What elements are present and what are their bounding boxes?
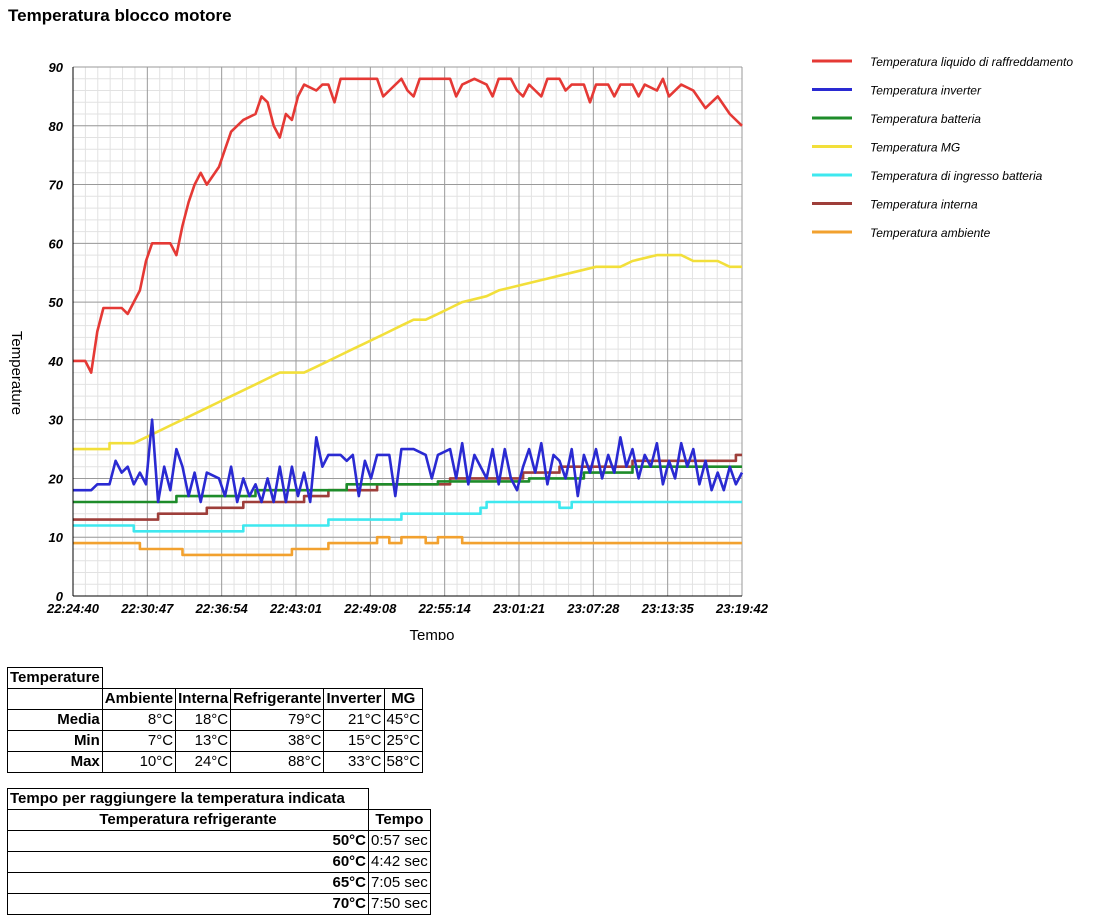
series-line	[73, 77, 743, 374]
row-label: Media	[7, 709, 103, 731]
row-label: Max	[7, 751, 103, 773]
y-tick-label: 50	[49, 295, 64, 310]
x-tick-label: 22:24:40	[46, 601, 100, 616]
table-cell: 88°C	[230, 751, 325, 773]
column-header: Temperatura refrigerante	[7, 809, 369, 831]
temperature-stats-table: Temperature Ambiente Interna Refrigerant…	[7, 667, 424, 773]
column-header: Inverter	[323, 688, 385, 710]
table-caption: Tempo per raggiungere la temperatura ind…	[7, 788, 369, 810]
row-label: Min	[7, 730, 103, 752]
series-line	[73, 465, 742, 504]
table-cell: 33°C	[323, 751, 385, 773]
legend-label: Temperatura liquido di raffreddamento	[870, 55, 1073, 69]
legend-label: Temperatura di ingresso batteria	[870, 169, 1043, 183]
chart-series-lines	[73, 77, 744, 557]
y-tick-label: 10	[49, 530, 64, 545]
table-cell: 15°C	[323, 730, 385, 752]
column-header: Tempo	[368, 809, 431, 831]
column-header: Interna	[175, 688, 232, 710]
chart-legend: Temperatura liquido di raffreddamento Tem…	[812, 55, 1073, 240]
table-cell: 58°C	[383, 751, 424, 773]
column-header: Refrigerante	[230, 688, 325, 710]
table-cell: 0:57 sec	[368, 830, 431, 852]
table-cell: 7:50 sec	[368, 893, 431, 915]
temperature-line-chart: 0 10 20 30 40 50 60 70 80 90 22:24:40 22:30:47 22:3…	[8, 55, 1073, 640]
table-cell: 8°C	[101, 709, 177, 731]
y-tick-label: 60	[49, 236, 64, 251]
table-cell: 7°C	[101, 730, 177, 752]
table-cell: 4:42 sec	[368, 851, 431, 873]
table-row: 70°C 7:50 sec	[7, 893, 431, 915]
y-tick-label: 20	[48, 471, 64, 486]
column-header: Ambiente	[101, 688, 177, 710]
table-row: 60°C 4:42 sec	[7, 851, 431, 873]
table-cell: 18°C	[175, 709, 232, 731]
x-tick-label: 22:36:54	[195, 601, 249, 616]
y-axis-label: Temperature	[8, 331, 25, 415]
x-tick-label: 22:30:47	[120, 601, 174, 616]
y-tick-label: 40	[48, 354, 64, 369]
table-row: Min 7°C 13°C 38°C 15°C 25°C	[7, 730, 424, 752]
table-cell: 7:05 sec	[368, 872, 431, 894]
legend-label: Temperatura ambiente	[870, 226, 991, 240]
table-cell: 38°C	[230, 730, 325, 752]
table-cell: 13°C	[175, 730, 232, 752]
table-cell: 79°C	[230, 709, 325, 731]
y-tick-label: 80	[49, 119, 64, 134]
table-cell: 10°C	[101, 751, 177, 773]
table-cell: 25°C	[383, 730, 424, 752]
x-tick-label: 23:01:21	[492, 601, 545, 616]
y-axis-ticks: 0 10 20 30 40 50 60 70 80 90	[48, 60, 64, 604]
series-line	[73, 535, 742, 557]
table-row: 50°C 0:57 sec	[7, 830, 431, 852]
series-line	[73, 418, 744, 504]
x-tick-label: 23:07:28	[566, 601, 620, 616]
table-caption: Temperature	[7, 667, 103, 689]
table-row: Media 8°C 18°C 79°C 21°C 45°C	[7, 709, 424, 731]
x-axis-label: Tempo	[409, 627, 454, 640]
x-tick-label: 22:55:14	[418, 601, 472, 616]
y-tick-label: 0	[56, 589, 64, 604]
table-cell: 60°C	[7, 851, 369, 873]
table-cell: 24°C	[175, 751, 232, 773]
series-line	[73, 500, 742, 533]
legend-label: Temperatura MG	[870, 141, 960, 155]
table-cell: 21°C	[323, 709, 385, 731]
table-row: 65°C 7:05 sec	[7, 872, 431, 894]
x-tick-label: 23:13:35	[641, 601, 695, 616]
legend-label: Temperatura batteria	[870, 112, 981, 126]
x-axis-ticks: 22:24:40 22:30:47 22:36:54 22:43:01 22:49:08…	[46, 601, 769, 616]
x-tick-label: 22:49:08	[343, 601, 397, 616]
page-title: Temperatura blocco motore	[8, 6, 232, 25]
x-tick-label: 22:43:01	[269, 601, 322, 616]
series-line	[73, 253, 742, 451]
table-row: Max 10°C 24°C 88°C 33°C 58°C	[7, 751, 424, 773]
time-to-temperature-table: Tempo per raggiungere la temperatura ind…	[7, 788, 431, 915]
y-tick-label: 90	[49, 60, 64, 75]
column-header: MG	[383, 688, 424, 710]
y-tick-label: 30	[49, 413, 64, 428]
y-tick-label: 70	[49, 178, 64, 193]
legend-label: Temperatura interna	[870, 198, 978, 212]
chart-minor-grid	[73, 66, 742, 597]
x-tick-label: 23:19:42	[715, 601, 769, 616]
table-cell: 50°C	[7, 830, 369, 852]
table-cell: 70°C	[7, 893, 369, 915]
table-cell: 45°C	[383, 709, 424, 731]
legend-label: Temperatura inverter	[870, 84, 982, 98]
table-cell: 65°C	[7, 872, 369, 894]
